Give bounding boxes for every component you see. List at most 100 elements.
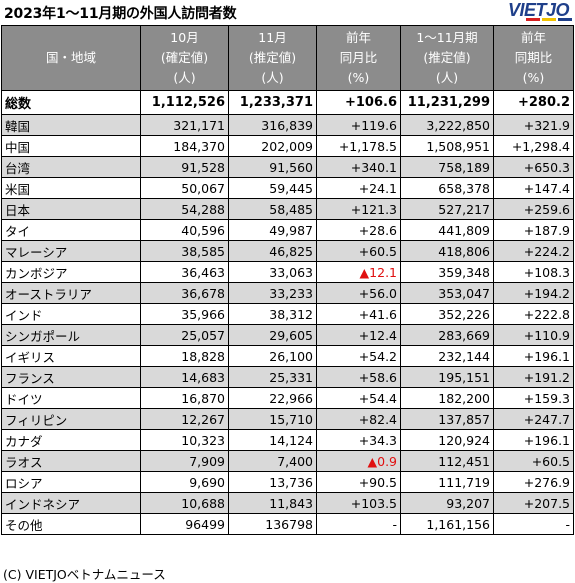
- value-cell-yoy-month: ▲12.1: [316, 261, 401, 283]
- column-header-line: (推定値): [423, 50, 471, 65]
- value-cell-ytd: 112,451: [400, 450, 494, 472]
- value-cell-oct: 18,828: [140, 345, 229, 367]
- value-cell-oct: 7,909: [140, 450, 229, 472]
- value-cell-nov: 26,100: [228, 345, 317, 367]
- value-cell-ytd: 195,151: [400, 366, 494, 388]
- table-row: インド 35,966 38,312 +41.6 352,226 +222.8: [1, 303, 574, 325]
- total-yoy-month: +106.6: [316, 90, 401, 115]
- region-name-cell: カンボジア: [1, 261, 141, 283]
- table-row: イギリス 18,828 26,100 +54.2 232,144 +196.1: [1, 345, 574, 367]
- table-row: 日本 54,288 58,485 +121.3 527,217 +259.6: [1, 198, 574, 220]
- table-row: インドネシア 10,688 11,843 +103.5 93,207 +207.5: [1, 492, 574, 514]
- value-cell-ytd: 1,508,951: [400, 135, 494, 157]
- value-cell-yoy-period: +222.8: [493, 303, 574, 325]
- table-row: ドイツ 16,870 22,966 +54.4 182,200 +159.3: [1, 387, 574, 409]
- value-cell-yoy-period: +60.5: [493, 450, 574, 472]
- value-cell-oct: 184,370: [140, 135, 229, 157]
- value-cell-ytd: 418,806: [400, 240, 494, 262]
- value-cell-ytd: 359,348: [400, 261, 494, 283]
- column-header-line: (確定値): [160, 50, 209, 65]
- region-name-cell: オーストラリア: [1, 282, 141, 304]
- value-cell-yoy-period: +224.2: [493, 240, 574, 262]
- total-row: 総数 1,112,526 1,233,371 +106.6 11,231,299…: [1, 90, 574, 115]
- value-cell-oct: 38,585: [140, 240, 229, 262]
- value-cell-oct: 12,267: [140, 408, 229, 430]
- value-cell-yoy-month: +58.6: [316, 366, 401, 388]
- value-cell-ytd: 658,378: [400, 177, 494, 199]
- column-header-oct: 10月 (確定値) (人): [140, 25, 229, 91]
- column-header-ytd: 1～11月期 (推定値) (人): [400, 25, 494, 91]
- value-cell-yoy-period: +194.2: [493, 282, 574, 304]
- value-cell-yoy-month: +28.6: [316, 219, 401, 241]
- value-cell-yoy-period: +247.7: [493, 408, 574, 430]
- logo-strip-yellow: [542, 18, 556, 21]
- value-cell-nov: 33,233: [228, 282, 317, 304]
- total-yoy-period: +280.2: [493, 90, 574, 115]
- value-cell-yoy-period: +110.9: [493, 324, 574, 346]
- value-cell-yoy-month: +90.5: [316, 471, 401, 493]
- region-name-cell: イギリス: [1, 345, 141, 367]
- total-nov: 1,233,371: [228, 90, 317, 115]
- table-body: 総数 1,112,526 1,233,371 +106.6 11,231,299…: [1, 90, 574, 535]
- value-cell-ytd: 120,924: [400, 429, 494, 451]
- value-cell-ytd: 283,669: [400, 324, 494, 346]
- table-row: 米国 50,067 59,445 +24.1 658,378 +147.4: [1, 177, 574, 199]
- value-cell-yoy-period: +650.3: [493, 156, 574, 178]
- table-row: 中国 184,370 202,009 +1,178.5 1,508,951 +1,298.…: [1, 135, 574, 157]
- value-cell-oct: 54,288: [140, 198, 229, 220]
- value-cell-ytd: 352,226: [400, 303, 494, 325]
- value-cell-yoy-period: +259.6: [493, 198, 574, 220]
- value-cell-yoy-period: +191.2: [493, 366, 574, 388]
- value-cell-oct: 35,966: [140, 303, 229, 325]
- value-cell-nov: 136798: [228, 513, 317, 535]
- column-header-line: 同期比: [514, 50, 553, 65]
- value-cell-yoy-month: +60.5: [316, 240, 401, 262]
- value-cell-yoy-period: +159.3: [493, 387, 574, 409]
- table-row: カンボジア 36,463 33,063 ▲12.1 359,348 +108.3: [1, 261, 574, 283]
- value-cell-yoy-month: ▲0.9: [316, 450, 401, 472]
- value-cell-ytd: 1,161,156: [400, 513, 494, 535]
- value-cell-oct: 321,171: [140, 114, 229, 136]
- column-header-region: 国・地域: [1, 25, 141, 91]
- value-cell-nov: 15,710: [228, 408, 317, 430]
- value-cell-yoy-month: +103.5: [316, 492, 401, 514]
- vietjo-logo: VIETJO: [507, 0, 570, 20]
- value-cell-nov: 58,485: [228, 198, 317, 220]
- value-cell-oct: 50,067: [140, 177, 229, 199]
- column-header-line: (%): [347, 70, 370, 85]
- value-cell-oct: 91,528: [140, 156, 229, 178]
- value-cell-ytd: 3,222,850: [400, 114, 494, 136]
- table-row: オーストラリア 36,678 33,233 +56.0 353,047 +194.2: [1, 282, 574, 304]
- value-cell-yoy-month: +1,178.5: [316, 135, 401, 157]
- value-cell-ytd: 441,809: [400, 219, 494, 241]
- value-cell-nov: 29,605: [228, 324, 317, 346]
- value-cell-ytd: 527,217: [400, 198, 494, 220]
- column-header-line: 前年: [345, 30, 371, 45]
- value-cell-oct: 36,678: [140, 282, 229, 304]
- column-header-yoy-month: 前年 同月比 (%): [316, 25, 401, 91]
- value-cell-yoy-month: +54.4: [316, 387, 401, 409]
- region-name-cell: 韓国: [1, 114, 141, 136]
- value-cell-yoy-period: +187.9: [493, 219, 574, 241]
- region-name-cell: ドイツ: [1, 387, 141, 409]
- value-cell-oct: 9,690: [140, 471, 229, 493]
- column-header-line: 11月: [258, 30, 287, 45]
- value-cell-yoy-period: +321.9: [493, 114, 574, 136]
- region-name-cell: 台湾: [1, 156, 141, 178]
- table-row: ロシア 9,690 13,736 +90.5 111,719 +276.9: [1, 471, 574, 493]
- value-cell-oct: 25,057: [140, 324, 229, 346]
- value-cell-yoy-month: +340.1: [316, 156, 401, 178]
- value-cell-nov: 22,966: [228, 387, 317, 409]
- value-cell-nov: 316,839: [228, 114, 317, 136]
- value-cell-yoy-period: +196.1: [493, 429, 574, 451]
- value-cell-yoy-period: +1,298.4: [493, 135, 574, 157]
- column-header-line: 1～11月期: [416, 30, 478, 45]
- column-header-line: (%): [522, 70, 545, 85]
- column-header-nov: 11月 (推定値) (人): [228, 25, 317, 91]
- value-cell-yoy-period: +108.3: [493, 261, 574, 283]
- value-cell-nov: 11,843: [228, 492, 317, 514]
- region-name-cell: タイ: [1, 219, 141, 241]
- value-cell-ytd: 182,200: [400, 387, 494, 409]
- value-cell-nov: 46,825: [228, 240, 317, 262]
- value-cell-yoy-period: -: [493, 513, 574, 535]
